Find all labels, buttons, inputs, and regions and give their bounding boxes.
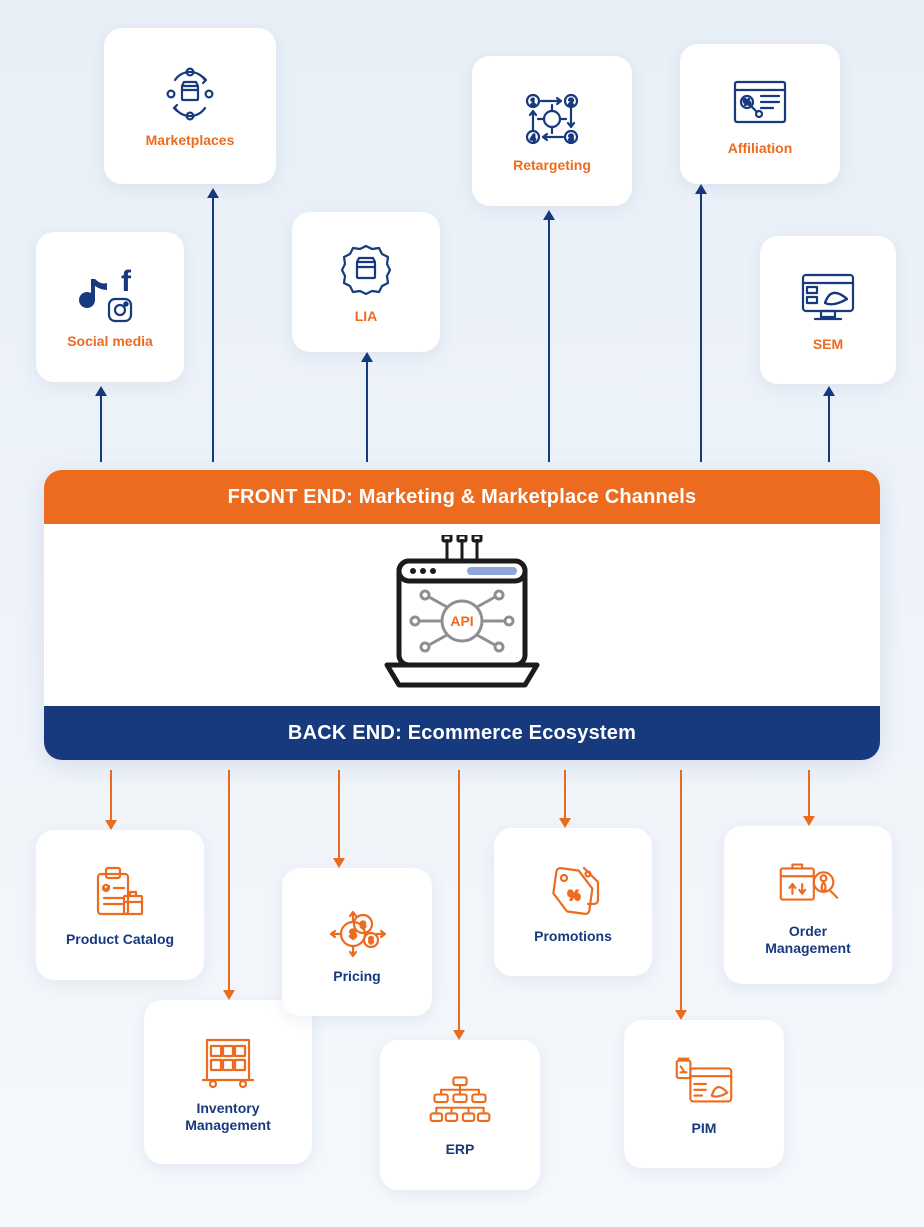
- arrow-up-sem: [828, 394, 830, 462]
- card-social-media: f Social media: [36, 232, 184, 382]
- pim-icon: [669, 1052, 739, 1112]
- promotions-label: Promotions: [534, 928, 612, 946]
- retargeting-icon: 1 2 3 4: [517, 89, 587, 149]
- svg-text:$: $: [360, 920, 365, 930]
- arrow-down-pim: [680, 770, 682, 1012]
- card-lia: LIA: [292, 212, 440, 352]
- affiliation-label: Affiliation: [728, 140, 793, 158]
- arrow-up-social: [100, 394, 102, 462]
- erp-label: ERP: [446, 1141, 475, 1159]
- svg-text:1: 1: [530, 97, 535, 107]
- arrow-up-affiliation: [700, 192, 702, 462]
- arrow-down-inventory: [228, 770, 230, 992]
- arrow-down-promotions: [564, 770, 566, 820]
- lia-label: LIA: [355, 308, 378, 326]
- api-laptop-icon: API: [367, 535, 557, 695]
- erp-icon: [425, 1073, 495, 1133]
- front-end-bar: FRONT END: Marketing & Marketplace Chann…: [44, 470, 880, 524]
- svg-text:2: 2: [568, 97, 573, 107]
- inventory-label: Inventory Management: [185, 1100, 271, 1135]
- order-mgmt-label: Order Management: [765, 923, 851, 958]
- retargeting-label: Retargeting: [513, 157, 591, 175]
- card-order-mgmt: Order Management: [724, 826, 892, 984]
- arrow-up-retargeting: [548, 218, 550, 462]
- social-media-label: Social media: [67, 333, 153, 351]
- sem-icon: [793, 268, 863, 328]
- product-catalog-label: Product Catalog: [66, 931, 174, 949]
- svg-text:4: 4: [530, 133, 535, 143]
- card-pricing: $ $ $ Pricing: [282, 868, 432, 1016]
- arrow-down-product-catalog: [110, 770, 112, 822]
- center-api-block: FRONT END: Marketing & Marketplace Chann…: [44, 470, 880, 760]
- lia-icon: [331, 240, 401, 300]
- pricing-icon: $ $ $: [322, 900, 392, 960]
- svg-text:$: $: [369, 936, 374, 945]
- api-text: API: [450, 613, 473, 629]
- center-illustration: API: [44, 524, 880, 706]
- card-affiliation: % Affiliation: [680, 44, 840, 184]
- arrow-up-marketplaces: [212, 196, 214, 462]
- arrow-up-lia: [366, 360, 368, 462]
- card-retargeting: 1 2 3 4 Retargeting: [472, 56, 632, 206]
- order-management-icon: [773, 855, 843, 915]
- card-inventory: Inventory Management: [144, 1000, 312, 1164]
- svg-text:%: %: [568, 887, 580, 903]
- social-media-icon: f: [75, 265, 145, 325]
- card-erp: ERP: [380, 1040, 540, 1190]
- sem-label: SEM: [813, 336, 843, 354]
- svg-text:3: 3: [568, 133, 573, 143]
- card-promotions: % Promotions: [494, 828, 652, 976]
- card-marketplaces: Marketplaces: [104, 28, 276, 184]
- card-pim: PIM: [624, 1020, 784, 1168]
- back-end-bar: BACK END: Ecommerce Ecosystem: [44, 706, 880, 760]
- arrow-down-order-mgmt: [808, 770, 810, 818]
- back-end-label: BACK END: Ecommerce Ecosystem: [288, 722, 636, 745]
- svg-text:f: f: [121, 265, 132, 298]
- card-product-catalog: Product Catalog: [36, 830, 204, 980]
- arrow-down-pricing: [338, 770, 340, 860]
- arrow-down-erp: [458, 770, 460, 1032]
- pricing-label: Pricing: [333, 968, 380, 986]
- affiliation-icon: %: [725, 72, 795, 132]
- card-sem: SEM: [760, 236, 896, 384]
- svg-text:%: %: [743, 98, 750, 107]
- marketplaces-label: Marketplaces: [146, 132, 235, 150]
- promotions-icon: %: [538, 860, 608, 920]
- pim-label: PIM: [692, 1120, 717, 1138]
- marketplaces-icon: [155, 64, 225, 124]
- product-catalog-icon: [85, 863, 155, 923]
- inventory-icon: [193, 1032, 263, 1092]
- front-end-label: FRONT END: Marketing & Marketplace Chann…: [228, 486, 697, 509]
